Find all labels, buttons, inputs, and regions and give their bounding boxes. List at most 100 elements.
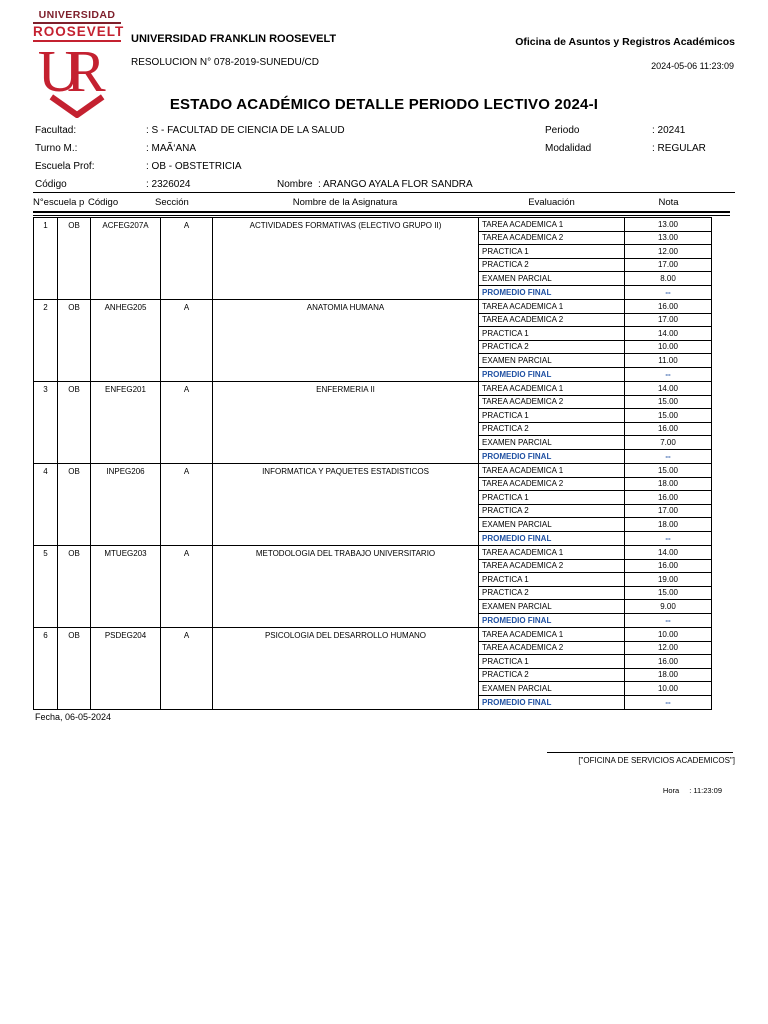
eval-nota: 12.00 [657,246,679,256]
eval-label: PRACTICA 1 [479,327,625,340]
logo-universidad-text: UNIVERSIDAD [33,10,121,24]
course-seccion-cell: A [161,300,213,381]
promedio-final-row: PROMEDIO FINAL -- [479,695,711,709]
course-table-body: 1 OB ACFEG207A A ACTIVIDADES FORMATIVAS … [33,217,712,710]
eval-nota: 18.00 [657,670,679,680]
eval-label: PROMEDIO FINAL [479,613,625,627]
eval-row: PRACTICA 2 16.00 [479,422,711,436]
eval-row: PRACTICA 2 15.00 [479,586,711,600]
course-num-cell: 5 [34,546,58,627]
course-codigo-cell: PSDEG204 [91,628,161,709]
course-seccion-cell: A [161,628,213,709]
course-nombre-cell: PSICOLOGIA DEL DESARROLLO HUMANO [213,628,479,709]
eval-label: TAREA ACADEMICA 1 [479,382,625,395]
eval-label: PRACTICA 1 [479,409,625,422]
promedio-final-row: PROMEDIO FINAL -- [479,449,711,463]
eval-nota: -- [665,697,671,707]
eval-label: PRACTICA 1 [479,491,625,504]
eval-nota: 16.00 [657,301,679,311]
eval-row: PRACTICA 1 16.00 [479,655,711,669]
eval-nota: 13.00 [657,233,679,243]
eval-nota: 16.00 [657,561,679,571]
eval-nota: 15.00 [657,465,679,475]
eval-label: PRACTICA 2 [479,504,625,517]
student-info-block: Facultad: : S - FACULTAD DE CIENCIA DE L… [35,122,735,194]
course-codigo-cell: ENFEG201 [91,382,161,463]
eval-label: TAREA ACADEMICA 2 [479,559,625,572]
eval-row: EXAMEN PARCIAL 7.00 [479,436,711,450]
eval-label: EXAMEN PARCIAL [479,600,625,613]
course-evals: TAREA ACADEMICA 1 10.00 TAREA ACADEMICA 2 1… [479,628,711,709]
course-codigo-cell: ACFEG207A [91,218,161,299]
info-row-escuela: Escuela Prof: : OB - OBSTETRICIA [35,158,735,176]
periodo-value: : 20241 [652,125,686,136]
table-header-nota: Nota [658,197,679,208]
eval-label: TAREA ACADEMICA 2 [479,477,625,490]
table-header-seccion: Sección [155,197,189,208]
eval-label: PROMEDIO FINAL [479,695,625,709]
eval-row: TAREA ACADEMICA 1 13.00 [479,218,711,232]
eval-nota: 14.00 [657,383,679,393]
hora-value: : 11:23:09 [689,786,722,795]
eval-row: EXAMEN PARCIAL 18.00 [479,518,711,532]
course-nombre-cell: INFORMATICA Y PAQUETES ESTADISTICOS [213,464,479,545]
eval-nota: 18.00 [657,479,679,489]
eval-label: PRACTICA 2 [479,668,625,681]
eval-nota: 10.00 [657,683,679,693]
course-block: 1 OB ACFEG207A A ACTIVIDADES FORMATIVAS … [33,217,712,300]
course-evals: TAREA ACADEMICA 1 15.00 TAREA ACADEMICA 2 1… [479,464,711,545]
nombre-value: : ARANGO AYALA FLOR SANDRA [318,179,473,190]
eval-label: TAREA ACADEMICA 2 [479,395,625,408]
eval-nota: 8.00 [660,273,676,283]
course-num-cell: 6 [34,628,58,709]
eval-label: TAREA ACADEMICA 2 [479,231,625,244]
eval-nota: -- [665,287,671,297]
eval-label: EXAMEN PARCIAL [479,436,625,449]
eval-nota: 18.00 [657,519,679,529]
course-block: 5 OB MTUEG203 A METODOLOGIA DEL TRABAJO … [33,545,712,628]
course-escuela-cell: OB [58,382,91,463]
eval-label: PRACTICA 1 [479,245,625,258]
eval-row: EXAMEN PARCIAL 8.00 [479,272,711,286]
escuela-label: Escuela Prof: [35,161,95,172]
eval-label: PROMEDIO FINAL [479,285,625,299]
info-row-codigo: Código : 2326024 Nombre : ARANGO AYALA F… [35,176,735,194]
eval-label: PRACTICA 1 [479,573,625,586]
periodo-label: Periodo [545,125,580,136]
eval-label: TAREA ACADEMICA 2 [479,641,625,654]
eval-nota: -- [665,533,671,543]
course-seccion-cell: A [161,218,213,299]
eval-row: PRACTICA 1 14.00 [479,327,711,341]
course-escuela-cell: OB [58,628,91,709]
eval-row: TAREA ACADEMICA 2 16.00 [479,559,711,573]
eval-row: TAREA ACADEMICA 1 10.00 [479,628,711,642]
eval-nota: 15.00 [657,397,679,407]
eval-row: TAREA ACADEMICA 2 13.00 [479,231,711,245]
eval-row: TAREA ACADEMICA 1 14.00 [479,546,711,560]
course-block: 2 OB ANHEG205 A ANATOMIA HUMANA TAREA AC… [33,299,712,382]
course-nombre-cell: ACTIVIDADES FORMATIVAS (ELECTIVO GRUPO I… [213,218,479,299]
eval-row: EXAMEN PARCIAL 11.00 [479,354,711,368]
course-escuela-cell: OB [58,300,91,381]
course-nombre-cell: ANATOMIA HUMANA [213,300,479,381]
eval-row: PRACTICA 2 17.00 [479,258,711,272]
eval-nota: 19.00 [657,574,679,584]
signature-office-text: ["OFICINA DE SERVICIOS ACADEMICOS"] [578,756,735,765]
eval-label: TAREA ACADEMICA 1 [479,464,625,477]
office-title: Oficina de Asuntos y Registros Académico… [515,36,735,48]
page-title: ESTADO ACADÉMICO DETALLE PERIODO LECTIVO… [169,96,599,113]
eval-nota: 15.00 [657,410,679,420]
eval-nota: 11.00 [658,355,678,365]
eval-row: PRACTICA 1 19.00 [479,573,711,587]
eval-nota: 14.00 [657,547,679,557]
eval-nota: -- [665,615,671,625]
course-seccion-cell: A [161,464,213,545]
table-header-row: N°escuela p Código Sección Nombre de la … [33,196,712,210]
course-num-cell: 1 [34,218,58,299]
facultad-label: Facultad: [35,125,77,136]
course-codigo-cell: INPEG206 [91,464,161,545]
eval-nota: 10.00 [657,629,679,639]
eval-row: EXAMEN PARCIAL 10.00 [479,682,711,696]
signature-line [547,752,733,753]
eval-row: PRACTICA 2 17.00 [479,504,711,518]
